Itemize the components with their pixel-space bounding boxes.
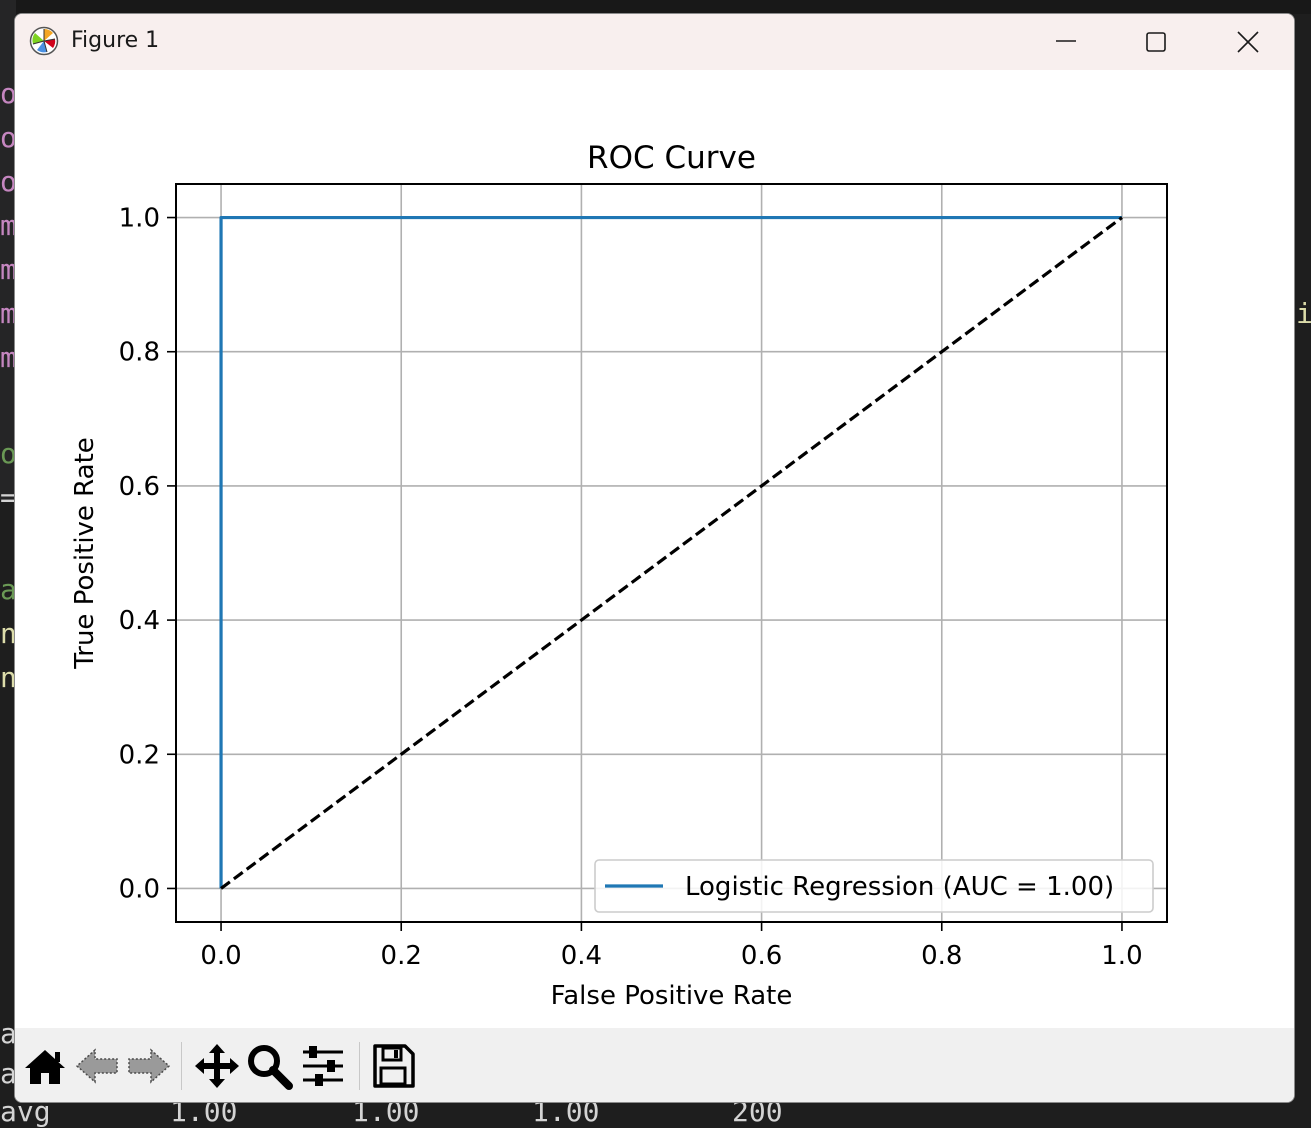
background-char: o	[0, 77, 17, 110]
configure-subplots-icon	[303, 1046, 343, 1086]
minimize-button[interactable]	[1021, 14, 1111, 70]
home-button[interactable]	[21, 1042, 69, 1090]
zoom-icon	[248, 1045, 293, 1090]
legend-label: Logistic Regression (AUC = 1.00)	[685, 872, 1114, 902]
background-char: o	[0, 165, 17, 198]
x-tick-label: 0.2	[381, 941, 422, 971]
x-tick-label: 0.8	[921, 941, 962, 971]
background-char: o	[0, 437, 17, 470]
legend-box	[594, 859, 1154, 913]
figure-canvas[interactable]: 0.0 0.2 0.4 0.6 0.8 1.0 0.0 0.2 0.4 0.6 0.8 1.0 ROC …	[15, 70, 1294, 1028]
y-tick-label: 1.0	[119, 204, 160, 234]
y-tick-label: 0.4	[119, 606, 160, 636]
maximize-icon	[1146, 32, 1166, 52]
figure-window: Figure 1 0.0 0.2 0.4 0.6 0.8 1.0 0.0 0.2 0.4 0.6 0…	[14, 13, 1295, 1103]
y-axis-label: True Positive Rate	[70, 437, 100, 670]
background-char: a	[0, 1017, 17, 1050]
background-char: =	[0, 481, 17, 514]
configure-subplots-button[interactable]	[299, 1042, 347, 1090]
y-tick-label: 0.0	[119, 874, 160, 904]
x-tick-label: 0.6	[741, 941, 782, 971]
title-bar[interactable]: Figure 1	[15, 14, 1294, 70]
background-char: n	[0, 617, 17, 650]
background-char: m	[0, 341, 17, 374]
x-tick-label: 0.4	[561, 941, 602, 971]
minimize-icon	[1056, 40, 1076, 42]
pan-icon	[195, 1044, 239, 1088]
zoom-button[interactable]	[245, 1042, 293, 1090]
y-tick-label: 0.6	[119, 472, 160, 502]
background-char: n	[0, 661, 17, 694]
x-tick-label: 1.0	[1101, 941, 1142, 971]
save-button[interactable]	[369, 1042, 417, 1090]
navigation-toolbar	[15, 1028, 1294, 1102]
background-char: m	[0, 209, 17, 242]
maximize-button[interactable]	[1111, 14, 1201, 70]
background-char: o	[0, 121, 17, 154]
chart-title: ROC Curve	[587, 140, 756, 176]
axes-frame	[175, 183, 1168, 923]
diagonal-reference-line	[220, 216, 1123, 890]
y-tick-label: 0.2	[119, 740, 160, 770]
background-editor-right: i	[1296, 297, 1311, 330]
roc-series-line	[219, 215, 1122, 889]
x-tick-label: 0.0	[200, 941, 241, 971]
x-axis-label: False Positive Rate	[551, 981, 793, 1011]
back-icon	[75, 1048, 118, 1084]
save-icon	[373, 1044, 415, 1088]
background-char: a	[0, 1057, 17, 1090]
window-title: Figure 1	[71, 28, 160, 53]
close-icon	[1237, 31, 1259, 53]
background-char: a	[0, 573, 17, 606]
back-button[interactable]	[73, 1042, 121, 1090]
close-button[interactable]	[1203, 14, 1293, 70]
forward-icon	[128, 1048, 171, 1084]
forward-button[interactable]	[125, 1042, 173, 1090]
home-icon	[25, 1050, 65, 1084]
pan-button[interactable]	[193, 1042, 241, 1090]
roc-chart: 0.0 0.2 0.4 0.6 0.8 1.0 0.0 0.2 0.4 0.6 0.8 1.0 ROC …	[70, 140, 1168, 1011]
matplotlib-icon	[29, 26, 59, 56]
background-char: m	[0, 297, 17, 330]
y-tick-label: 0.8	[119, 338, 160, 368]
background-char: m	[0, 253, 17, 286]
